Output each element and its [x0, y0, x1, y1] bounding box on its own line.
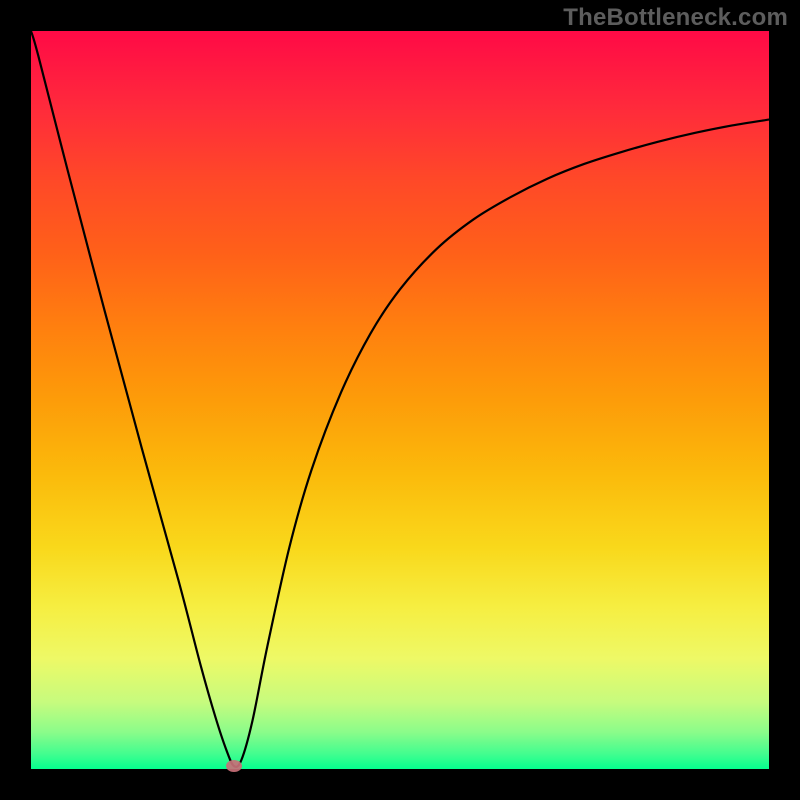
chart-frame: TheBottleneck.com [0, 0, 800, 800]
optimal-point-marker [226, 760, 242, 772]
plot-area [31, 31, 769, 769]
watermark-text: TheBottleneck.com [563, 4, 788, 32]
bottleneck-curve [31, 31, 769, 769]
